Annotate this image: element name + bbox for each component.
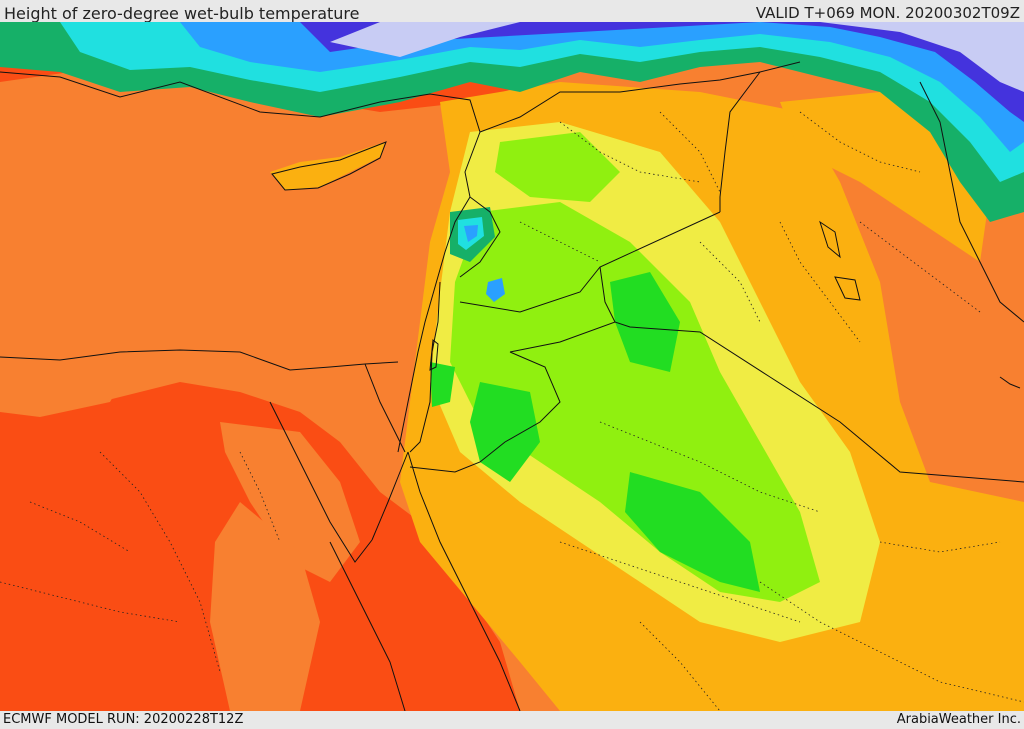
field-lower-mid-4 <box>430 362 455 407</box>
border-israel-jordan <box>409 281 441 453</box>
field-very-high-egypt <box>210 502 320 711</box>
field-lower-mid-3 <box>625 472 760 592</box>
border-saudi-jordan-south <box>409 351 561 473</box>
map-title: Height of zero-degree wet-bulb temperatu… <box>4 4 360 23</box>
field-mid <box>450 202 820 602</box>
field-mid-north <box>495 132 620 202</box>
map-canvas <box>0 22 1024 711</box>
field-lower-mid-1 <box>610 272 680 372</box>
border-egypt-israel <box>364 363 406 453</box>
border-jordan-saudi <box>509 321 1024 483</box>
border-lebanon-syria <box>459 196 501 278</box>
field-very-low-lebanon <box>464 225 478 242</box>
credit-label: ArabiaWeather Inc. <box>896 712 1021 727</box>
coast-cyprus <box>271 141 387 191</box>
border-syria-jordan <box>459 211 721 313</box>
coast-dead-sea <box>429 339 439 371</box>
field-lower-mid-2 <box>470 382 540 482</box>
coast-egypt-north <box>0 349 399 371</box>
field-low-golan <box>486 278 505 302</box>
border-iraq-iran <box>919 81 1024 323</box>
province-borders <box>0 111 1024 711</box>
coast-east-islands <box>819 220 861 301</box>
coast-gulf-shore <box>999 376 1021 389</box>
border-jordan-iraq <box>599 266 616 323</box>
header-bar: Height of zero-degree wet-bulb temperatu… <box>0 0 1024 23</box>
country-borders <box>364 61 1024 483</box>
model-run-label: ECMWF MODEL RUN: 20200228T12Z <box>3 712 244 727</box>
coast-red-sea-east <box>407 451 521 711</box>
coastlines <box>0 71 1021 711</box>
footer-bar: ECMWF MODEL RUN: 20200228T12Z ArabiaWeat… <box>0 711 1024 729</box>
border-turkey-syria <box>479 61 801 133</box>
coast-sinai-east <box>371 451 409 541</box>
valid-time-label: VALID T+069 MON. 20200302T09Z <box>755 4 1020 22</box>
coast-turkey <box>0 71 481 198</box>
field-very-high-west <box>0 342 130 417</box>
coast-sinai-west <box>269 401 373 563</box>
field-very-high-sinai <box>220 422 360 582</box>
coast-red-sea-west <box>329 541 406 711</box>
border-syria-iraq <box>719 71 761 212</box>
field-snow-north <box>330 22 1024 92</box>
coast-levant <box>397 196 471 453</box>
